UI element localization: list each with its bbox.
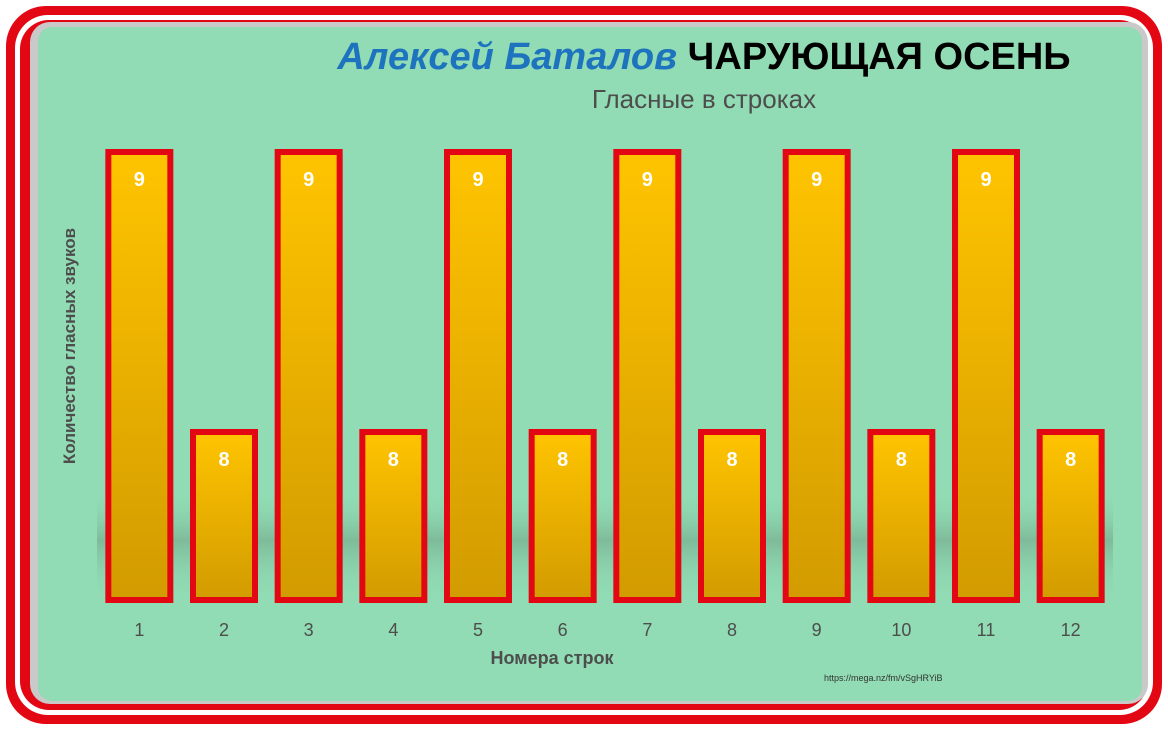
x-tick-3: 3	[304, 620, 314, 640]
x-tick-8: 8	[727, 620, 737, 640]
x-tick-5: 5	[473, 620, 483, 640]
chart-subtitle: Гласные в строках	[591, 84, 817, 114]
work-title: ЧАРУЮЩАЯ ОСЕНЬ	[687, 36, 1071, 78]
bar-2	[190, 429, 258, 603]
x-tick-12: 12	[1061, 620, 1081, 640]
source-url: https://mega.nz/fm/vSgHRYiB	[824, 673, 943, 683]
x-tick-10: 10	[891, 620, 911, 640]
bar-1	[105, 149, 174, 603]
bar-3	[274, 149, 343, 603]
bar-7	[613, 149, 682, 603]
bar-5	[444, 149, 512, 603]
x-tick-labels: 1 2 3 4 5 6 7 8 9 10 11 12	[134, 620, 1080, 640]
bar-value-label-7: 9	[642, 169, 653, 191]
bar-value-label-2: 8	[218, 449, 229, 471]
bar-6	[528, 429, 597, 603]
bar-8	[698, 429, 766, 603]
chart-title: Алексей Баталов ЧАРУЮЩАЯ ОСЕНЬ	[0, 36, 1168, 79]
x-axis-label: Номера строк	[490, 648, 614, 668]
bar-12	[1036, 429, 1105, 603]
bar-value-label-11: 9	[980, 169, 991, 191]
x-tick-11: 11	[977, 620, 996, 640]
author-name: Алексей Баталов	[337, 36, 678, 78]
bar-value-label-6: 8	[557, 449, 568, 471]
bar-value-label-5: 9	[472, 169, 483, 191]
bar-10	[867, 429, 936, 603]
bar-series: 9 8 9 8 9 8 9 8 9 8 9 8	[105, 149, 1105, 603]
bar-9	[782, 149, 851, 603]
bar-value-label-12: 8	[1065, 449, 1076, 471]
x-tick-1: 1	[134, 620, 144, 640]
x-tick-2: 2	[219, 620, 229, 640]
bar-value-label-4: 8	[388, 449, 399, 471]
bar-4	[359, 429, 428, 603]
bar-value-label-3: 9	[303, 169, 314, 191]
x-tick-7: 7	[642, 620, 652, 640]
bar-value-label-8: 8	[726, 449, 737, 471]
bar-value-label-10: 8	[896, 449, 907, 471]
x-tick-6: 6	[558, 620, 568, 640]
bar-value-label-1: 9	[134, 169, 145, 191]
floor-shadow	[97, 490, 1113, 602]
bar-11	[952, 149, 1020, 603]
x-tick-9: 9	[812, 620, 822, 640]
x-tick-4: 4	[388, 620, 398, 640]
bar-value-label-9: 9	[811, 169, 822, 191]
